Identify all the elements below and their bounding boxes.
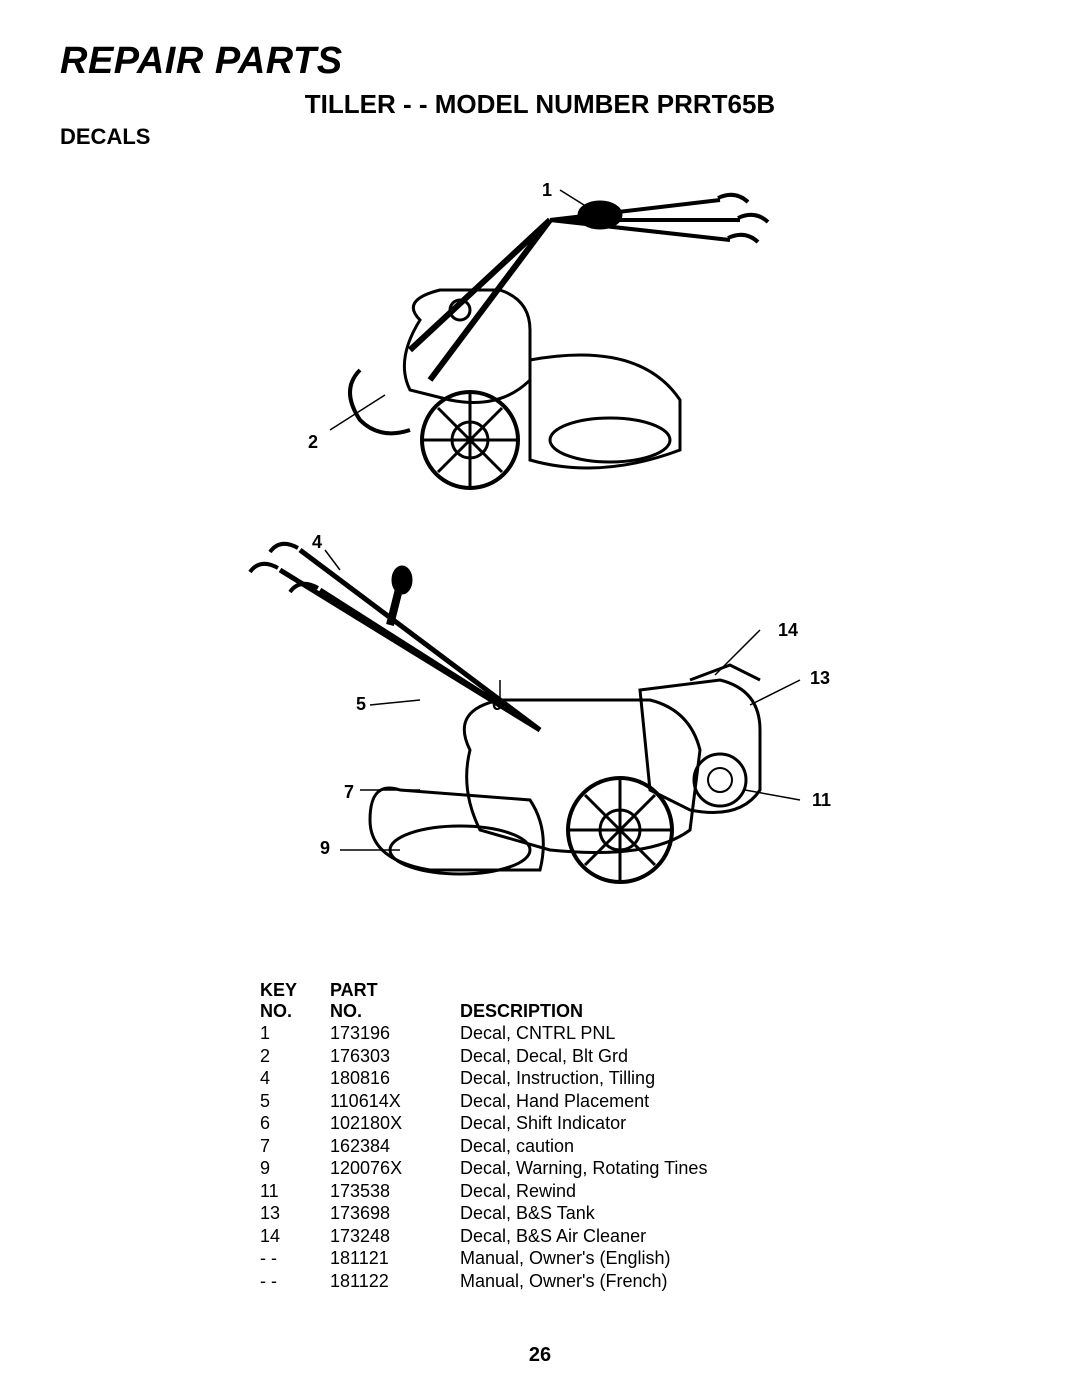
cell-key: 2 (260, 1045, 330, 1068)
cell-desc: Manual, Owner's (French) (460, 1270, 820, 1293)
cell-part: 120076X (330, 1157, 460, 1180)
cell-desc: Decal, Rewind (460, 1180, 820, 1203)
cell-desc: Decal, Shift Indicator (460, 1112, 820, 1135)
cell-desc: Decal, Instruction, Tilling (460, 1067, 820, 1090)
table-row: 2 176303 Decal, Decal, Blt Grd (260, 1045, 820, 1068)
callout-1: 1 (542, 180, 552, 201)
callout-11: 11 (812, 790, 831, 811)
cell-desc: Decal, Warning, Rotating Tines (460, 1157, 820, 1180)
callout-7: 7 (344, 782, 354, 803)
cell-desc: Decal, caution (460, 1135, 820, 1158)
cell-part: 180816 (330, 1067, 460, 1090)
parts-table: KEY NO. PART NO. DESCRIPTION 1 173196 De… (260, 980, 820, 1292)
callout-14: 14 (778, 620, 798, 641)
header-desc: DESCRIPTION (460, 1001, 583, 1022)
cell-key: 6 (260, 1112, 330, 1135)
cell-part: 102180X (330, 1112, 460, 1135)
cell-desc: Manual, Owner's (English) (460, 1247, 820, 1270)
table-row: 9 120076X Decal, Warning, Rotating Tines (260, 1157, 820, 1180)
cell-part: 181121 (330, 1247, 460, 1270)
cell-part: 176303 (330, 1045, 460, 1068)
table-row: 4 180816 Decal, Instruction, Tilling (260, 1067, 820, 1090)
callout-2: 2 (308, 432, 318, 453)
callout-4: 4 (312, 532, 322, 553)
table-row: 14 173248 Decal, B&S Air Cleaner (260, 1225, 820, 1248)
cell-key: 14 (260, 1225, 330, 1248)
cell-part: 173248 (330, 1225, 460, 1248)
cell-key: 4 (260, 1067, 330, 1090)
callout-5: 5 (356, 694, 366, 715)
table-row: 7 162384 Decal, caution (260, 1135, 820, 1158)
cell-key: 5 (260, 1090, 330, 1113)
table-row: 6 102180X Decal, Shift Indicator (260, 1112, 820, 1135)
table-row: 11 173538 Decal, Rewind (260, 1180, 820, 1203)
section-title: DECALS (60, 124, 1020, 150)
cell-desc: Decal, Decal, Blt Grd (460, 1045, 820, 1068)
header-part-bottom: NO. (330, 1001, 460, 1022)
cell-part: 181122 (330, 1270, 460, 1293)
cell-key: - - (260, 1270, 330, 1293)
table-row: 13 173698 Decal, B&S Tank (260, 1202, 820, 1225)
cell-part: 173196 (330, 1022, 460, 1045)
cell-part: 162384 (330, 1135, 460, 1158)
table-row: - - 181122 Manual, Owner's (French) (260, 1270, 820, 1293)
tiller-diagram-top (300, 180, 800, 500)
cell-key: 1 (260, 1022, 330, 1045)
table-row: 1 173196 Decal, CNTRL PNL (260, 1022, 820, 1045)
cell-key: 7 (260, 1135, 330, 1158)
header-key-top: KEY (260, 980, 330, 1001)
cell-part: 173698 (330, 1202, 460, 1225)
tiller-diagram-bottom (220, 530, 840, 910)
header-key-bottom: NO. (260, 1001, 330, 1022)
model-title: TILLER - - MODEL NUMBER PRRT65B (60, 89, 1020, 120)
cell-key: 13 (260, 1202, 330, 1225)
diagram-area: 1 2 4 5 6 7 9 11 13 14 (60, 170, 1020, 960)
table-row: - - 181121 Manual, Owner's (English) (260, 1247, 820, 1270)
cell-desc: Decal, B&S Air Cleaner (460, 1225, 820, 1248)
callout-6: 6 (492, 694, 502, 715)
callout-13: 13 (810, 668, 830, 689)
page-number: 26 (0, 1344, 1080, 1367)
cell-key: - - (260, 1247, 330, 1270)
table-row: 5 110614X Decal, Hand Placement (260, 1090, 820, 1113)
header-part-top: PART (330, 980, 460, 1001)
cell-desc: Decal, B&S Tank (460, 1202, 820, 1225)
cell-key: 9 (260, 1157, 330, 1180)
callout-9: 9 (320, 838, 330, 859)
cell-desc: Decal, CNTRL PNL (460, 1022, 820, 1045)
page-title: REPAIR PARTS (60, 40, 1020, 83)
parts-table-header: KEY NO. PART NO. DESCRIPTION (260, 980, 820, 1022)
cell-part: 110614X (330, 1090, 460, 1113)
cell-desc: Decal, Hand Placement (460, 1090, 820, 1113)
cell-part: 173538 (330, 1180, 460, 1203)
cell-key: 11 (260, 1180, 330, 1203)
